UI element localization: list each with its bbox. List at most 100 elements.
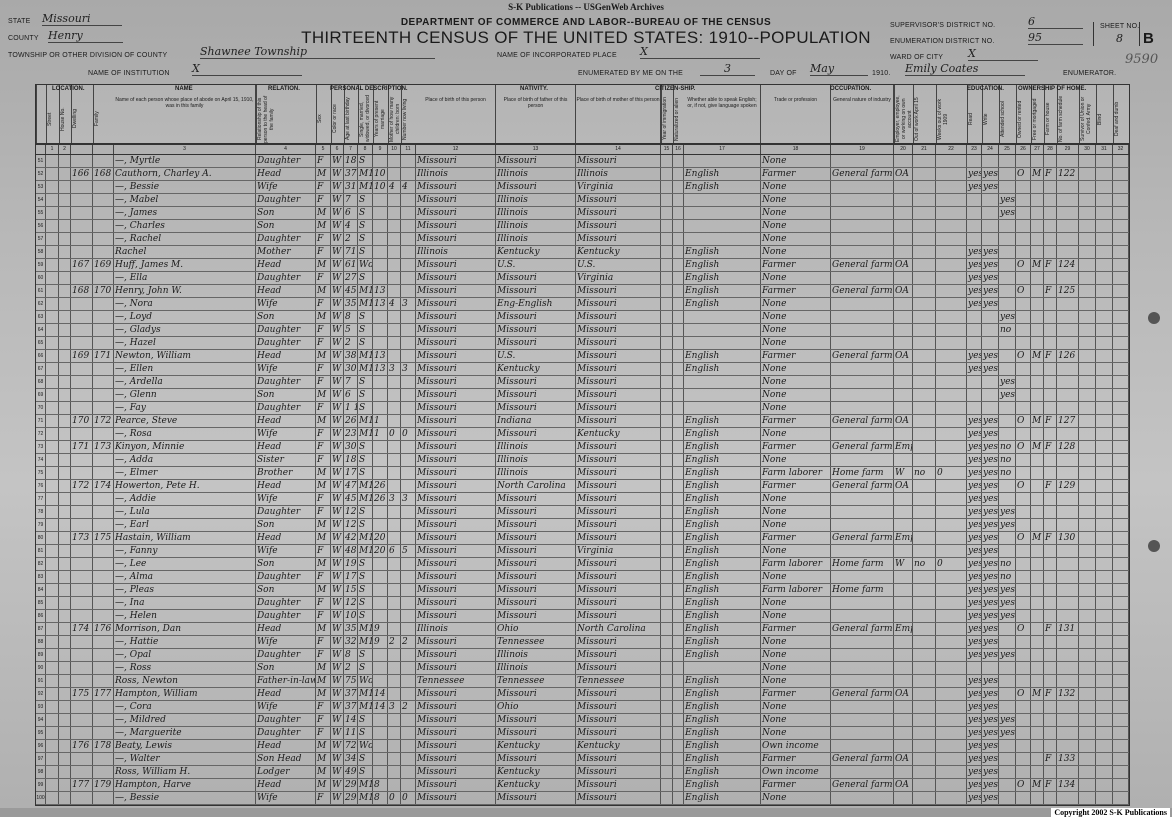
can-read-cell xyxy=(967,389,982,401)
employment-class-cell xyxy=(894,454,913,466)
birthplace-cell: Missouri xyxy=(416,454,496,466)
language-cell: English xyxy=(684,558,761,570)
years-married-cell: 20 xyxy=(373,545,388,557)
occupation-cell: None xyxy=(761,636,831,648)
language-cell: English xyxy=(684,506,761,518)
home-owned-cell xyxy=(1016,649,1031,661)
occupation-cell: Own income xyxy=(761,766,831,778)
blind-cell xyxy=(1096,311,1113,323)
can-write-cell: yes xyxy=(983,506,999,518)
children-born-cell: 6 xyxy=(388,545,401,557)
header-home-owned: Owned or rented xyxy=(1016,85,1031,143)
birthplace-cell: Missouri xyxy=(416,311,496,323)
relation-cell: Son Head xyxy=(256,753,316,765)
children-born-cell xyxy=(388,675,401,687)
deaf-cell xyxy=(1113,662,1129,674)
home-mortgaged-cell xyxy=(1031,428,1044,440)
house-number-cell xyxy=(59,441,71,453)
farm-or-house-cell xyxy=(1044,649,1057,661)
veteran-cell xyxy=(1079,285,1096,297)
farm-schedule-cell xyxy=(1057,662,1079,674)
line-number-cell: 83 xyxy=(36,571,46,583)
family-number-cell xyxy=(93,714,114,726)
can-read-cell: yes xyxy=(968,766,982,778)
census-row: 66 169 171 Newton, William Head M W 38 M1 13 Misso… xyxy=(36,350,1129,363)
naturalization-cell xyxy=(673,389,684,401)
census-row: 83 —, Alma Daughter F W 17 S Missouri Missouri Mi… xyxy=(36,571,1129,584)
veteran-cell xyxy=(1079,558,1096,570)
can-read-cell: yes xyxy=(968,467,982,479)
sex-cell: M xyxy=(316,688,331,700)
occupation-cell: Farmer xyxy=(761,285,831,297)
marital-status-cell: M1 xyxy=(359,350,373,362)
race-cell: W xyxy=(331,324,344,336)
industry-cell xyxy=(831,246,894,258)
occupation-cell: None xyxy=(761,675,831,687)
birthplace-cell: Missouri xyxy=(416,792,496,804)
house-number-cell xyxy=(59,155,71,167)
father-birthplace-cell: Indiana xyxy=(496,415,576,427)
naturalization-cell xyxy=(673,623,684,635)
naturalization-cell xyxy=(673,558,684,570)
language-cell: English xyxy=(684,363,761,375)
immigration-year-cell xyxy=(661,415,673,427)
weeks-out-of-work-cell xyxy=(936,662,967,674)
copyright-notice: Copyright 2002 S-K Publications xyxy=(1051,808,1170,817)
birthplace-cell: Missouri xyxy=(416,597,496,609)
relation-cell: Wife xyxy=(256,363,316,375)
mother-birthplace-cell: Missouri xyxy=(576,792,661,804)
relation-cell: Sister xyxy=(256,454,316,466)
weeks-out-of-work-cell xyxy=(936,181,967,193)
race-cell: W xyxy=(331,220,344,232)
industry-cell xyxy=(831,545,894,557)
deaf-cell xyxy=(1113,766,1129,778)
veteran-cell xyxy=(1079,233,1096,245)
mother-birthplace-cell: U.S. xyxy=(576,259,661,271)
deaf-cell xyxy=(1113,610,1129,622)
age-cell: 26 xyxy=(345,415,358,427)
deaf-cell xyxy=(1113,324,1129,336)
weeks-out-of-work-cell xyxy=(936,766,967,778)
employment-class-cell xyxy=(894,194,913,206)
farm-or-house-cell: F xyxy=(1044,415,1057,427)
employment-class-cell xyxy=(894,649,913,661)
children-born-cell xyxy=(388,532,401,544)
house-number-cell xyxy=(59,324,71,336)
naturalization-cell xyxy=(673,584,684,596)
sex-cell: F xyxy=(316,155,331,167)
home-owned-cell xyxy=(1016,584,1031,596)
veteran-cell xyxy=(1079,467,1096,479)
race-cell: W xyxy=(331,402,344,414)
language-cell: English xyxy=(684,714,761,726)
line-number-cell: 55 xyxy=(36,207,46,219)
veteran-cell xyxy=(1079,337,1096,349)
industry-cell xyxy=(831,389,894,401)
employment-class-cell xyxy=(894,363,913,375)
birthplace-cell: Illinois xyxy=(416,246,496,258)
employment-class-cell xyxy=(894,766,913,778)
father-birthplace-cell: Missouri xyxy=(496,402,576,414)
children-born-cell xyxy=(388,389,401,401)
sex-cell: F xyxy=(316,441,331,453)
weeks-out-of-work-cell xyxy=(936,428,967,440)
farm-schedule-cell xyxy=(1057,792,1079,804)
out-of-work-cell xyxy=(913,675,936,687)
father-birthplace-cell: Illinois xyxy=(496,662,576,674)
census-row: 75 —, Elmer Brother M W 17 S Missouri Illinois Mi… xyxy=(36,467,1129,480)
occupation-cell: None xyxy=(761,714,831,726)
home-owned-cell xyxy=(1016,727,1031,739)
sex-cell: F xyxy=(316,714,331,726)
birthplace-cell: Missouri xyxy=(416,272,496,284)
occupation-cell: None xyxy=(761,519,831,531)
father-birthplace-cell: Tennessee xyxy=(496,636,576,648)
age-cell: 35 xyxy=(345,298,358,310)
farm-or-house-cell xyxy=(1044,675,1057,687)
farm-or-house-cell xyxy=(1044,701,1057,713)
deaf-cell xyxy=(1113,584,1129,596)
house-number-cell xyxy=(59,298,71,310)
blind-cell xyxy=(1096,597,1113,609)
home-mortgaged-cell xyxy=(1031,662,1044,674)
employment-class-cell xyxy=(894,207,913,219)
house-number-cell xyxy=(59,688,71,700)
